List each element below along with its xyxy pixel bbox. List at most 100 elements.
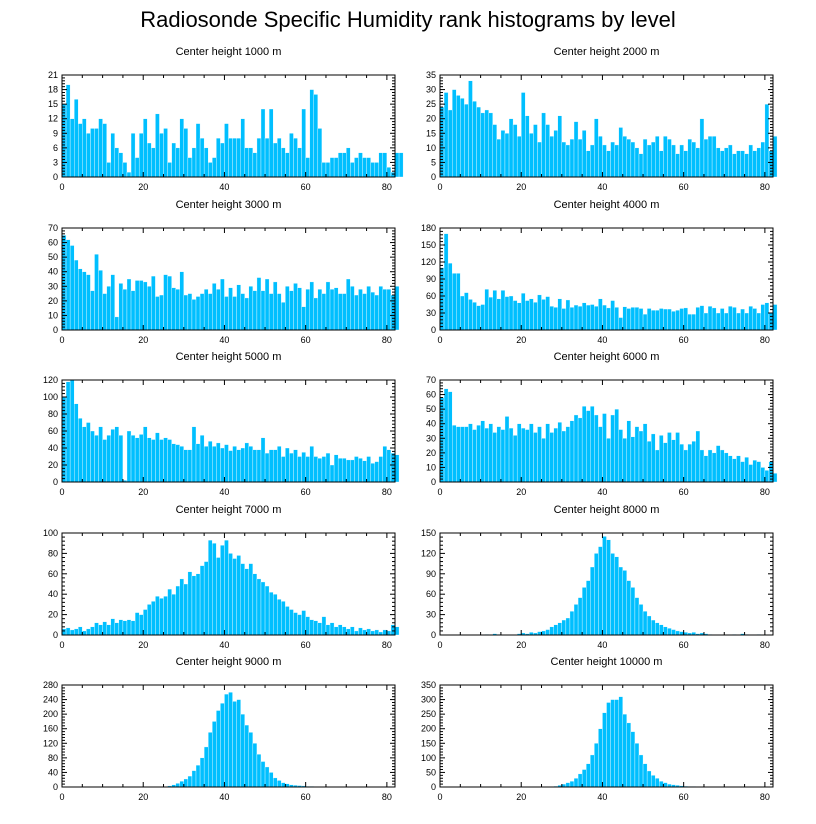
bar (622, 438, 627, 483)
x-tick-label: 40 (219, 335, 229, 345)
bar (147, 437, 152, 483)
bar (549, 306, 554, 331)
bar (443, 388, 449, 483)
bar (183, 128, 189, 178)
bar (744, 312, 749, 331)
bar (78, 268, 83, 331)
y-tick-label: 6 (53, 143, 58, 153)
y-tick-label: 90 (426, 569, 436, 579)
bar (260, 761, 266, 788)
bar (606, 438, 611, 483)
bar (569, 420, 575, 483)
bar (728, 144, 733, 178)
bar (163, 596, 168, 636)
y-tick-label: 20 (48, 296, 58, 306)
bar (208, 162, 213, 178)
bar (171, 594, 176, 636)
bar (236, 555, 241, 636)
y-tick-label: 200 (43, 709, 58, 719)
bar (667, 138, 672, 178)
bar (224, 539, 229, 636)
bar (614, 408, 619, 483)
bar (102, 123, 107, 178)
bar (577, 138, 583, 178)
bar (602, 144, 607, 178)
bar (581, 769, 587, 788)
y-tick-label: 100 (43, 528, 58, 538)
x-tick-label: 0 (59, 335, 64, 345)
bar (260, 108, 266, 178)
bar (317, 458, 323, 483)
bar (260, 581, 266, 636)
bar (199, 293, 205, 331)
y-tick-label: 21 (48, 70, 58, 80)
y-tick-label: 350 (421, 680, 436, 690)
bar (216, 289, 221, 331)
histogram-plot: 0 20 40 60 80 0 50 100 150 200 250 300 350 (421, 680, 774, 802)
bar (220, 142, 225, 178)
y-tick-label: 20 (48, 610, 58, 620)
bar (289, 452, 294, 483)
bar (671, 439, 676, 483)
x-tick-label: 40 (597, 182, 607, 192)
bar (500, 130, 506, 178)
bar (232, 137, 237, 178)
bar (187, 775, 193, 788)
bar (232, 701, 237, 788)
bar (285, 152, 290, 178)
bar (106, 286, 111, 331)
bar (134, 280, 140, 331)
bar (687, 313, 692, 331)
bar (659, 435, 664, 483)
bar (650, 141, 656, 178)
bar (366, 628, 371, 636)
bar (102, 621, 107, 636)
bar (167, 275, 172, 331)
bar (268, 591, 274, 636)
bar (581, 302, 587, 331)
bar (752, 308, 757, 331)
bar (370, 291, 375, 331)
bar (86, 628, 91, 636)
bar (480, 420, 485, 483)
bar (618, 429, 623, 483)
bar (208, 732, 213, 788)
y-tick-label: 240 (43, 695, 58, 705)
bar (289, 290, 294, 331)
bar (74, 99, 79, 178)
y-tick-label: 0 (431, 325, 436, 335)
bar (703, 455, 709, 483)
x-tick-label: 80 (760, 335, 770, 345)
bar (496, 426, 502, 483)
y-tick-label: 70 (48, 223, 58, 233)
plot-frame (439, 74, 774, 178)
bar (350, 286, 355, 331)
bar (69, 629, 75, 636)
y-tick-label: 60 (426, 390, 436, 400)
bar (256, 137, 262, 178)
bar (309, 619, 314, 636)
bar (610, 699, 615, 788)
bar (342, 458, 347, 483)
bar (110, 429, 115, 483)
x-tick-label: 0 (437, 335, 442, 345)
bar (655, 622, 660, 636)
bar (521, 92, 526, 178)
bar (317, 128, 323, 178)
bar (655, 309, 660, 331)
bar (256, 754, 262, 788)
bar (646, 615, 652, 636)
plot-frame (61, 684, 396, 788)
bar (655, 778, 660, 788)
bar (346, 628, 351, 636)
bar (171, 287, 176, 331)
bar (492, 432, 498, 483)
y-tick-label: 50 (426, 767, 436, 777)
bar (569, 138, 575, 178)
y-tick-label: 70 (426, 375, 436, 385)
y-tick-label: 80 (48, 409, 58, 419)
bar (663, 626, 668, 636)
bar (281, 302, 286, 331)
bar (354, 456, 359, 483)
histogram-plot: 0 20 40 60 80 0 20 40 60 80 100 (43, 528, 400, 650)
